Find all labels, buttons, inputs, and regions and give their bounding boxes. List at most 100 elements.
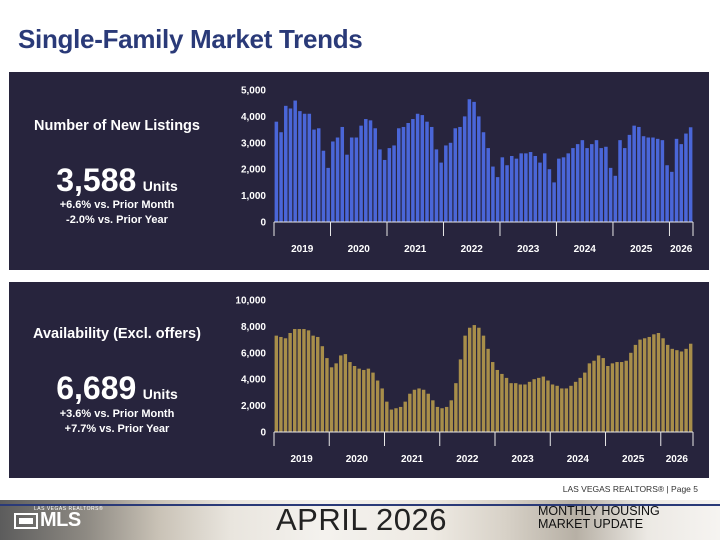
bar bbox=[555, 385, 559, 432]
bar bbox=[348, 362, 352, 432]
x-year-label: 2026 bbox=[666, 454, 689, 465]
bar bbox=[325, 358, 329, 432]
bar bbox=[387, 148, 392, 222]
bar bbox=[592, 360, 596, 432]
bar bbox=[622, 148, 627, 222]
bar bbox=[546, 380, 550, 432]
availability-kpi: 6,689 Units bbox=[9, 370, 225, 407]
bar bbox=[331, 141, 335, 222]
bar bbox=[340, 126, 345, 222]
bar bbox=[528, 152, 533, 222]
bar bbox=[274, 121, 279, 222]
bar bbox=[541, 376, 546, 432]
x-year-label: 2020 bbox=[346, 454, 369, 465]
bar bbox=[439, 162, 443, 222]
availability-change-month: +3.6% vs. Prior Month bbox=[59, 408, 175, 420]
bar bbox=[307, 113, 312, 222]
bar bbox=[458, 359, 463, 432]
bar bbox=[638, 339, 642, 432]
bar bbox=[573, 381, 578, 432]
bar bbox=[316, 128, 321, 222]
bar bbox=[661, 338, 665, 432]
bar bbox=[349, 137, 354, 222]
bar bbox=[571, 148, 575, 222]
bar bbox=[306, 330, 311, 432]
x-year-label: 2021 bbox=[404, 244, 427, 255]
bar bbox=[533, 156, 538, 222]
bar bbox=[298, 111, 302, 222]
page-label: LAS VEGAS REALTORS® | Page 5 bbox=[562, 484, 698, 494]
bar bbox=[518, 384, 523, 432]
bar bbox=[434, 149, 439, 222]
bar bbox=[594, 140, 599, 222]
x-year-label: 2026 bbox=[670, 244, 693, 255]
bar bbox=[486, 148, 490, 222]
bar bbox=[453, 128, 458, 222]
bar bbox=[495, 369, 500, 432]
bar bbox=[689, 343, 693, 432]
bar bbox=[615, 362, 619, 432]
bar bbox=[375, 380, 380, 432]
bar bbox=[660, 140, 665, 222]
footer-banner bbox=[0, 500, 720, 540]
bar bbox=[504, 377, 509, 432]
bar bbox=[368, 120, 373, 222]
bar bbox=[352, 366, 357, 432]
x-year-label: 2024 bbox=[567, 454, 590, 465]
bar bbox=[519, 153, 523, 222]
x-year-label: 2019 bbox=[291, 454, 314, 465]
x-year-label: 2021 bbox=[401, 454, 424, 465]
bar bbox=[312, 129, 316, 222]
bar bbox=[624, 360, 628, 432]
bar bbox=[467, 327, 472, 432]
bar bbox=[283, 338, 288, 432]
x-year-label: 2022 bbox=[456, 454, 479, 465]
bar bbox=[547, 169, 552, 222]
bar bbox=[288, 108, 293, 222]
availability-title: Availability (Excl. offers) bbox=[33, 326, 201, 342]
mls-logo-icon bbox=[14, 513, 38, 529]
bar bbox=[284, 105, 288, 222]
bar bbox=[394, 408, 398, 432]
x-year-label: 2023 bbox=[517, 244, 540, 255]
bar bbox=[477, 327, 481, 432]
bar bbox=[524, 153, 528, 222]
bar bbox=[569, 385, 573, 432]
bar bbox=[542, 153, 547, 222]
y-tick-label: 4,000 bbox=[241, 375, 266, 386]
bar bbox=[345, 154, 349, 222]
x-year-label: 2020 bbox=[348, 244, 371, 255]
bar bbox=[316, 336, 320, 432]
x-year-label: 2023 bbox=[512, 454, 535, 465]
bar bbox=[472, 101, 476, 222]
bar bbox=[364, 119, 368, 222]
footer-accent-bar bbox=[0, 504, 720, 506]
bar bbox=[477, 116, 481, 222]
bar bbox=[599, 148, 603, 222]
bar bbox=[357, 368, 361, 432]
new-listings-title: Number of New Listings bbox=[34, 118, 200, 134]
bar bbox=[311, 335, 315, 432]
bar bbox=[380, 388, 384, 432]
bar bbox=[637, 126, 641, 222]
bar bbox=[382, 159, 387, 222]
availability-change-year: +7.7% vs. Prior Year bbox=[64, 423, 170, 435]
bar bbox=[633, 344, 638, 432]
bar bbox=[655, 138, 660, 222]
bar bbox=[339, 355, 343, 432]
bar bbox=[279, 132, 283, 222]
bar bbox=[619, 362, 624, 432]
bar bbox=[343, 354, 348, 432]
bar bbox=[608, 167, 613, 222]
logo-superscript: LAS VEGAS REALTORS® bbox=[34, 506, 104, 512]
bar bbox=[425, 121, 429, 222]
bar bbox=[385, 401, 389, 432]
bar bbox=[613, 175, 618, 222]
new-listings-kpi: 3,588 Units bbox=[9, 162, 225, 199]
bar bbox=[646, 137, 651, 222]
bar bbox=[378, 149, 382, 222]
bar bbox=[401, 126, 406, 222]
bar bbox=[288, 333, 292, 432]
bar bbox=[587, 363, 592, 432]
bar bbox=[362, 369, 366, 432]
